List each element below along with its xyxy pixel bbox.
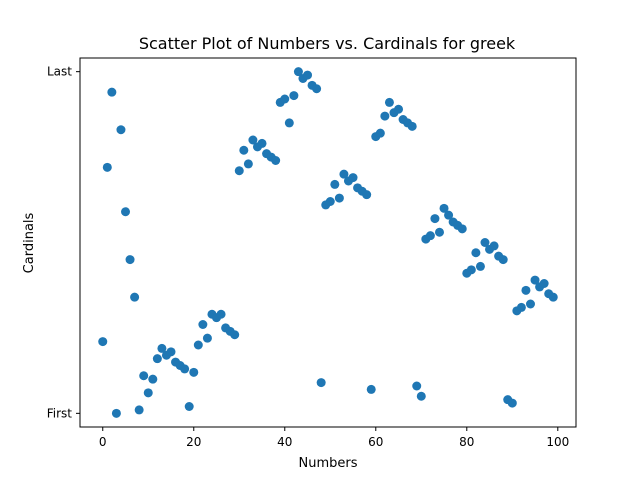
scatter-point — [339, 169, 349, 179]
scatter-point — [530, 275, 540, 285]
scatter-point — [303, 70, 313, 80]
scatter-point — [334, 193, 344, 203]
x-tick-label: 40 — [277, 435, 292, 449]
scatter-point — [375, 128, 385, 138]
scatter-point — [243, 159, 253, 169]
x-axis: 0 20 40 60 80 100 — [99, 427, 569, 449]
scatter-point — [521, 285, 531, 295]
scatter-point — [157, 343, 167, 353]
scatter-point — [107, 87, 117, 97]
scatter-point — [121, 207, 131, 217]
scatter-point — [507, 398, 517, 408]
scatter-point — [366, 384, 376, 394]
scatter-point — [139, 371, 149, 381]
y-tick-label: Last — [47, 65, 72, 79]
scatter-point — [394, 104, 404, 114]
x-tick-label: 60 — [368, 435, 383, 449]
plot-frame — [79, 57, 577, 428]
scatter-point — [380, 111, 390, 121]
scatter-point — [248, 135, 258, 145]
scatter-point — [439, 203, 449, 213]
scatter-point — [466, 265, 476, 275]
scatter-point — [425, 231, 435, 241]
scatter-point — [498, 255, 508, 265]
scatter-point — [516, 302, 526, 312]
scatter-point — [471, 248, 481, 258]
scatter-point — [166, 347, 176, 357]
x-tick-label: 0 — [99, 435, 107, 449]
x-tick-label: 100 — [546, 435, 569, 449]
scatter-point — [348, 173, 358, 183]
scatter-point — [180, 364, 190, 374]
scatter-point — [489, 241, 499, 251]
scatter-point — [134, 405, 144, 415]
scatter-point — [125, 255, 135, 265]
scatter-point — [143, 388, 153, 398]
scatter-point — [289, 91, 299, 101]
scatter-point — [257, 138, 267, 148]
scatter-point — [434, 227, 444, 237]
x-tick-label: 80 — [459, 435, 474, 449]
scatter-point — [216, 309, 226, 319]
scatter-point — [280, 94, 290, 104]
scatter-point — [230, 330, 240, 340]
scatter-point — [189, 367, 199, 377]
scatter-point — [480, 238, 490, 247]
scatter-point — [271, 156, 281, 165]
scatter-point — [198, 320, 208, 329]
scatter-point — [148, 374, 158, 384]
scatter-point — [293, 67, 303, 77]
scatter-point — [312, 84, 322, 94]
scatter-point — [202, 333, 212, 343]
scatter-point — [152, 354, 162, 364]
chart-title: Scatter Plot of Numbers vs. Cardinals fo… — [139, 34, 516, 53]
scatter-point — [416, 391, 426, 401]
x-axis-label: Numbers — [299, 456, 358, 471]
scatter-point — [193, 340, 203, 350]
scatter-point — [234, 166, 244, 176]
scatter-point — [525, 299, 535, 309]
y-axis-label: Cardinals — [22, 212, 37, 273]
scatter-point — [284, 118, 294, 128]
y-axis: First Last — [47, 65, 80, 420]
scatter-point — [539, 279, 549, 288]
scatter-point — [98, 337, 108, 347]
x-tick-label: 20 — [186, 435, 201, 449]
scatter-point — [548, 292, 558, 302]
scatter-point — [239, 145, 249, 155]
scatter-point — [325, 197, 335, 206]
scatter-point — [362, 190, 372, 200]
scatter-point — [407, 121, 417, 131]
scatter-point — [475, 261, 485, 271]
scatter-point — [116, 125, 126, 135]
scatter-point — [457, 224, 467, 234]
scatter-point — [330, 179, 340, 189]
scatter-point — [444, 210, 454, 220]
scatter-point — [130, 292, 140, 302]
scatter-point — [102, 162, 112, 172]
scatter-point — [111, 408, 121, 418]
scatter-point — [412, 381, 422, 391]
scatter-point — [316, 378, 326, 388]
scatter-point — [184, 402, 194, 411]
scatter-point — [430, 214, 440, 224]
scatter-point — [384, 97, 394, 107]
points-layer — [98, 67, 558, 418]
y-tick-label: First — [47, 406, 73, 420]
